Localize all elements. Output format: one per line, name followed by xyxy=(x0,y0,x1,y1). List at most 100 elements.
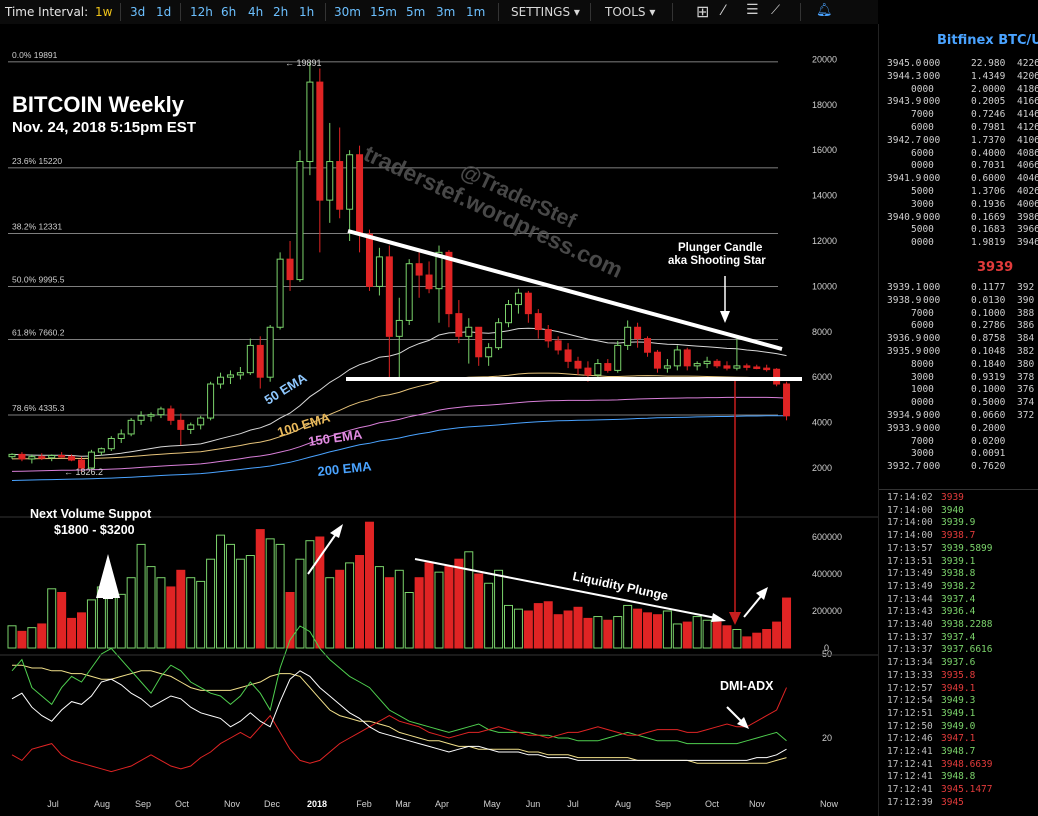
candle xyxy=(733,338,741,371)
fibonacci-icon[interactable]: ⟋ xyxy=(771,3,781,18)
timeframe-15m[interactable]: 15m xyxy=(370,5,397,19)
time-tick-label: Nov xyxy=(749,799,766,809)
candle xyxy=(594,359,602,378)
timeframe-12h[interactable]: 12h xyxy=(190,5,213,19)
candle xyxy=(286,241,294,291)
candle xyxy=(38,453,46,461)
candle xyxy=(723,361,731,371)
candle xyxy=(266,324,274,382)
time-tick-label: Feb xyxy=(356,799,372,809)
volume-bar xyxy=(672,623,682,649)
crosshair-icon[interactable]: ⊞ xyxy=(696,2,710,21)
candle xyxy=(693,361,701,371)
candle xyxy=(475,326,483,366)
time-tick-label: Nov xyxy=(224,799,241,809)
timeframe-3m[interactable]: 3m xyxy=(436,5,456,19)
candle xyxy=(157,406,165,419)
candle xyxy=(8,453,16,459)
volume-up-arrow-line xyxy=(307,533,337,575)
ema-line-100 xyxy=(11,372,787,460)
candle xyxy=(604,359,612,373)
volume-bar xyxy=(504,604,513,649)
dmi-adx-lines xyxy=(11,625,787,773)
chart-subtitle: Nov. 24, 2018 5:15pm EST xyxy=(12,119,196,136)
volume-tick-label: 600000 xyxy=(812,532,842,542)
timeframe-1h[interactable]: 1h xyxy=(299,5,315,19)
volume-bar xyxy=(374,566,384,649)
timeframe-3d[interactable]: 3d xyxy=(130,5,146,19)
volume-tick-label: 0 xyxy=(824,643,829,653)
timeframe-1d[interactable]: 1d xyxy=(156,5,172,19)
volume-bar xyxy=(186,577,196,649)
trendline-icon[interactable]: ⁄ xyxy=(722,3,725,19)
descending-trendline xyxy=(347,229,783,351)
time-tick-label: Oct xyxy=(175,799,190,809)
candle xyxy=(644,336,652,357)
candle xyxy=(614,340,622,373)
timeframe-30m[interactable]: 30m xyxy=(334,5,361,19)
volume-bar xyxy=(47,588,57,649)
candle xyxy=(485,343,493,366)
candle xyxy=(197,415,205,430)
volume-bar xyxy=(444,566,454,649)
volume-bar xyxy=(404,592,414,649)
volume-bar xyxy=(682,621,692,649)
time-tick-label: Now xyxy=(820,799,839,809)
volume-bar xyxy=(494,569,504,649)
volume-bar xyxy=(275,543,285,649)
volume-bar xyxy=(434,571,444,649)
volume-bar xyxy=(772,621,782,649)
drop-arrowhead xyxy=(729,612,741,625)
order-book-panel: Bitfinex BTC/U 3945.0 000 22.980 4226 3944.3… xyxy=(878,24,1038,816)
volume-rebound-arrow-line xyxy=(743,594,763,618)
timeframe-6h[interactable]: 6h xyxy=(221,5,237,19)
settings-menu[interactable]: SETTINGS ▾ xyxy=(511,5,580,19)
candle xyxy=(48,454,56,462)
volume-bar xyxy=(752,632,762,649)
volume-bar xyxy=(553,614,563,649)
timeframe-1m[interactable]: 1m xyxy=(466,5,486,19)
candle xyxy=(58,452,66,458)
volume-bar xyxy=(623,604,633,649)
candle xyxy=(207,381,215,421)
volume-bar xyxy=(762,629,772,649)
price-tick-label: 20000 xyxy=(812,54,837,64)
price-tick-label: 8000 xyxy=(812,327,832,337)
tools-menu[interactable]: TOOLS ▾ xyxy=(605,5,656,19)
volume-bar xyxy=(424,562,434,649)
candle xyxy=(256,336,264,389)
chart-title: BITCOIN Weekly xyxy=(12,92,185,117)
time-tick-label: 2018 xyxy=(307,799,327,809)
ema200-label: 200 EMA xyxy=(317,458,373,479)
timeframe-2h[interactable]: 2h xyxy=(273,5,289,19)
volume-bar xyxy=(712,621,722,649)
volume-bar xyxy=(116,593,126,649)
plunger-label-2: aka Shooting Star xyxy=(668,255,766,267)
candle xyxy=(634,322,642,348)
volume-bar xyxy=(305,540,315,649)
peak-label: ← 19891 xyxy=(285,58,322,68)
candle xyxy=(574,356,582,375)
candle xyxy=(395,297,403,380)
volume-bar xyxy=(176,569,186,649)
volume-bar xyxy=(454,558,464,649)
time-tick-label: Dec xyxy=(264,799,281,809)
dmi-tick-label: 50 xyxy=(822,649,832,659)
timeframe-5m[interactable]: 5m xyxy=(406,5,426,19)
volume-bar xyxy=(484,582,494,649)
time-tick-label: Mar xyxy=(395,799,411,809)
time-tick-label: Aug xyxy=(94,799,110,809)
volume-bar xyxy=(136,543,146,649)
fib-level-label: 23.6% 15220 xyxy=(12,156,62,166)
timeframe-4h[interactable]: 4h xyxy=(248,5,264,19)
time-tick-label: Oct xyxy=(705,799,720,809)
bell-icon[interactable]: 🔔︎ xyxy=(816,3,833,18)
time-tick-label: Sep xyxy=(655,799,671,809)
timeframe-1w[interactable]: 1w xyxy=(95,5,113,19)
orderbook-title: Bitfinex BTC/U xyxy=(937,33,1038,48)
candle xyxy=(167,405,175,425)
horizontal-lines-icon[interactable]: ☰ xyxy=(746,2,759,18)
candle xyxy=(673,345,681,371)
candle xyxy=(246,338,254,375)
candle xyxy=(385,245,393,378)
